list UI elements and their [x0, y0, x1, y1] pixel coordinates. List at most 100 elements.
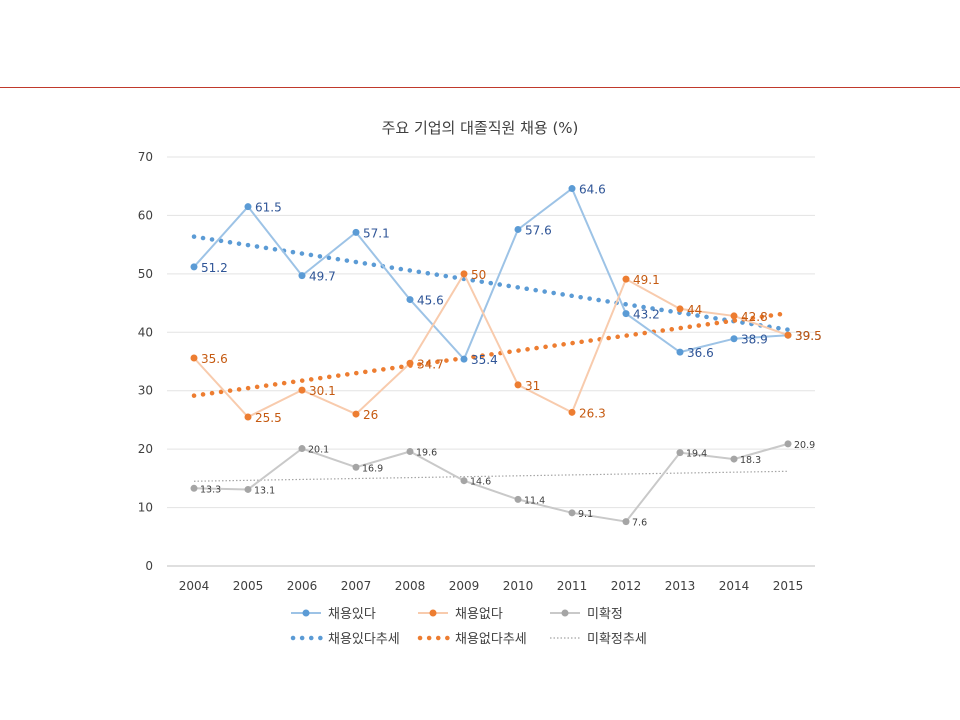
data-label: 57.6: [525, 223, 552, 237]
data-point: [568, 509, 576, 517]
legend-label: 채용없다추세: [455, 632, 527, 647]
data-label: 13.1: [254, 485, 275, 496]
x-tick-label: 2005: [233, 579, 264, 593]
x-axis: 2004 2005 2006 2007 2008 2009 2010 2011 2012 2013…: [179, 579, 804, 593]
data-point: [244, 485, 252, 493]
y-tick-label: 30: [138, 384, 153, 398]
data-label: 61.5: [255, 201, 282, 215]
data-point: [514, 381, 522, 389]
data-label: 35.6: [201, 352, 228, 366]
data-point: [784, 440, 792, 448]
data-label: 30.1: [309, 384, 336, 398]
data-label: 13.3: [200, 484, 221, 495]
data-point: [622, 310, 630, 318]
data-label: 43.2: [633, 308, 660, 322]
data-label: 45.6: [417, 294, 444, 308]
header-rule: [0, 87, 960, 88]
x-tick-label: 2014: [719, 579, 750, 593]
data-point: [298, 445, 306, 453]
y-tick-label: 20: [138, 442, 153, 456]
x-tick-label: 2011: [557, 579, 588, 593]
data-label: 50: [471, 268, 486, 282]
data-label: 16.9: [362, 463, 383, 474]
data-point: [730, 335, 738, 343]
data-label: 19.6: [416, 447, 437, 458]
data-point: [460, 355, 468, 363]
trendline-채용없다: [191, 310, 791, 398]
data-label: 57.1: [363, 226, 390, 240]
x-tick-label: 2007: [341, 579, 372, 593]
data-point: [190, 484, 198, 492]
x-tick-label: 2004: [179, 579, 210, 593]
data-label: 36.6: [687, 346, 714, 360]
data-point: [784, 331, 792, 339]
trendline-채용있다: [191, 234, 791, 332]
data-label: 49.1: [633, 273, 660, 287]
data-label: 44: [687, 303, 702, 317]
data-point: [298, 386, 306, 394]
data-label: 31: [525, 379, 540, 393]
data-point: [676, 305, 684, 313]
data-label: 26.3: [579, 406, 606, 420]
data-label: 42.8: [741, 310, 768, 324]
data-label: 9.1: [578, 509, 593, 520]
x-tick-label: 2012: [611, 579, 642, 593]
data-point: [244, 413, 252, 421]
data-label: 25.5: [255, 411, 282, 425]
data-label: 19.4: [686, 449, 707, 460]
data-label: 11.4: [524, 495, 545, 506]
data-point: [406, 296, 414, 304]
series-line-2: [193, 271, 789, 419]
data-point: [730, 312, 738, 320]
y-tick-label: 50: [138, 267, 153, 281]
legend-label: 채용없다: [455, 607, 503, 622]
chart-title: 주요 기업의 대졸직원 채용 (%): [382, 119, 579, 137]
legend-marker: [302, 609, 310, 617]
data-point: [730, 455, 738, 463]
data-point: [352, 410, 360, 418]
x-tick-label: 2013: [665, 579, 696, 593]
data-point: [514, 225, 522, 233]
y-tick-label: 0: [145, 559, 153, 573]
data-label: 49.7: [309, 270, 336, 284]
x-tick-label: 2008: [395, 579, 426, 593]
data-point: [190, 354, 198, 362]
legend-label: 채용있다추세: [328, 632, 400, 647]
series-line-1: [193, 186, 789, 362]
data-point: [406, 359, 414, 367]
data-label: 51.2: [201, 261, 228, 275]
y-tick-label: 60: [138, 208, 153, 222]
data-point: [676, 449, 684, 457]
series-line-3: [193, 442, 789, 523]
data-point: [460, 477, 468, 485]
y-tick-label: 40: [138, 325, 153, 339]
data-label: 26: [363, 408, 378, 422]
data-point: [622, 275, 630, 283]
data-point: [352, 463, 360, 471]
x-tick-label: 2015: [773, 579, 804, 593]
data-point: [352, 228, 360, 236]
legend-label: 채용있다: [328, 607, 376, 622]
data-label: 20.1: [308, 445, 329, 456]
data-point: [568, 185, 576, 193]
data-label: 35.4: [471, 353, 498, 367]
data-labels: 51.2 61.5 49.7 57.1 45.6 35.4 57.6 64.6 43.2 36.6…: [200, 183, 822, 529]
x-tick-label: 2006: [287, 579, 318, 593]
y-tick-label: 10: [138, 501, 153, 515]
data-label: 34.7: [417, 357, 444, 371]
data-label: 20.9: [794, 440, 815, 451]
data-label: 39.5: [795, 329, 822, 343]
data-point: [406, 447, 414, 455]
data-point: [514, 495, 522, 503]
data-point: [244, 203, 252, 211]
data-point: [622, 518, 630, 526]
y-tick-label: 70: [138, 150, 153, 164]
trendlines: [191, 234, 791, 482]
data-label: 64.6: [579, 183, 606, 197]
legend-label: 미확정: [587, 607, 623, 622]
data-label: 38.9: [741, 333, 768, 347]
data-point: [568, 408, 576, 416]
data-point: [298, 272, 306, 280]
data-label: 18.3: [740, 455, 761, 466]
